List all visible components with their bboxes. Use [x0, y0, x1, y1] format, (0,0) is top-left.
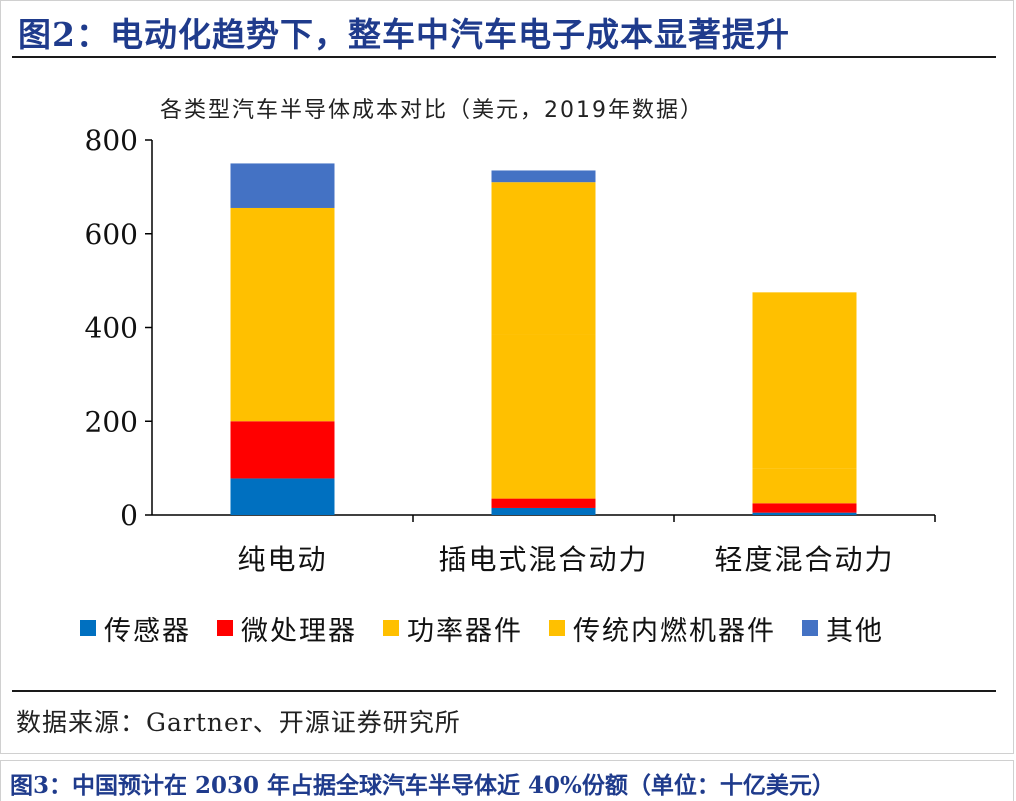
- bar-segment: [230, 163, 335, 208]
- legend-swatch: [549, 620, 565, 636]
- chart-title: 各类型汽车半导体成本对比（美元，2019年数据）: [160, 98, 704, 123]
- legend-label: 其他: [826, 615, 884, 647]
- legend-swatch: [217, 620, 233, 636]
- legend-label: 传感器: [104, 615, 191, 647]
- bar-segment: [491, 182, 596, 335]
- legend-item: 功率器件: [383, 609, 523, 648]
- bar-segment: [491, 170, 596, 183]
- bar-segment: [230, 207, 335, 422]
- bar-segment: [230, 421, 335, 479]
- y-tick-label: 800: [85, 124, 138, 157]
- bar-segment: [491, 498, 596, 508]
- legend-item: 传统内燃机器件: [549, 609, 776, 648]
- stacked-bar-chart: 0 200 400 600 800 纯电动 插电式混合动力 轻度混合动力: [85, 124, 936, 576]
- legend-swatch: [80, 620, 96, 636]
- bar-segment: [491, 507, 596, 515]
- x-tick-label: 纯电动: [237, 543, 327, 576]
- y-tick-label: 600: [85, 218, 138, 251]
- next-figure-frame: [0, 760, 1014, 801]
- figure-title: 图2：电动化趋势下，整车中汽车电子成本显著提升: [18, 15, 790, 54]
- bar-segment: [752, 512, 857, 515]
- bar-segment: [752, 292, 857, 469]
- legend-swatch: [383, 620, 399, 636]
- bottom-rule: [12, 690, 996, 692]
- bar-segment: [491, 334, 596, 499]
- legend-swatch: [802, 620, 818, 636]
- bar-segment: [230, 478, 335, 515]
- x-tick-label: 轻度混合动力: [714, 543, 894, 576]
- y-tick-label: 0: [120, 499, 138, 532]
- chart-legend: 传感器 微处理器 功率器件 传统内燃机器件 其他: [80, 609, 884, 648]
- bar-segment: [752, 468, 857, 504]
- next-figure-title: 图3：中国预计在 2030 年占据全球汽车半导体近 40%份额（单位：十亿美元）: [10, 772, 835, 799]
- legend-label: 功率器件: [407, 615, 523, 647]
- legend-item: 微处理器: [217, 609, 357, 648]
- y-tick-label: 200: [85, 405, 138, 438]
- legend-label: 传统内燃机器件: [573, 615, 776, 647]
- source-note: 数据来源：Gartner、开源证券研究所: [16, 708, 461, 737]
- legend-item: 其他: [802, 609, 884, 648]
- top-rule: [12, 56, 996, 58]
- legend-label: 微处理器: [241, 615, 357, 647]
- bar-segment: [752, 503, 857, 513]
- y-tick-label: 400: [85, 312, 138, 345]
- legend-item: 传感器: [80, 609, 191, 648]
- x-tick-label: 插电式混合动力: [438, 543, 648, 576]
